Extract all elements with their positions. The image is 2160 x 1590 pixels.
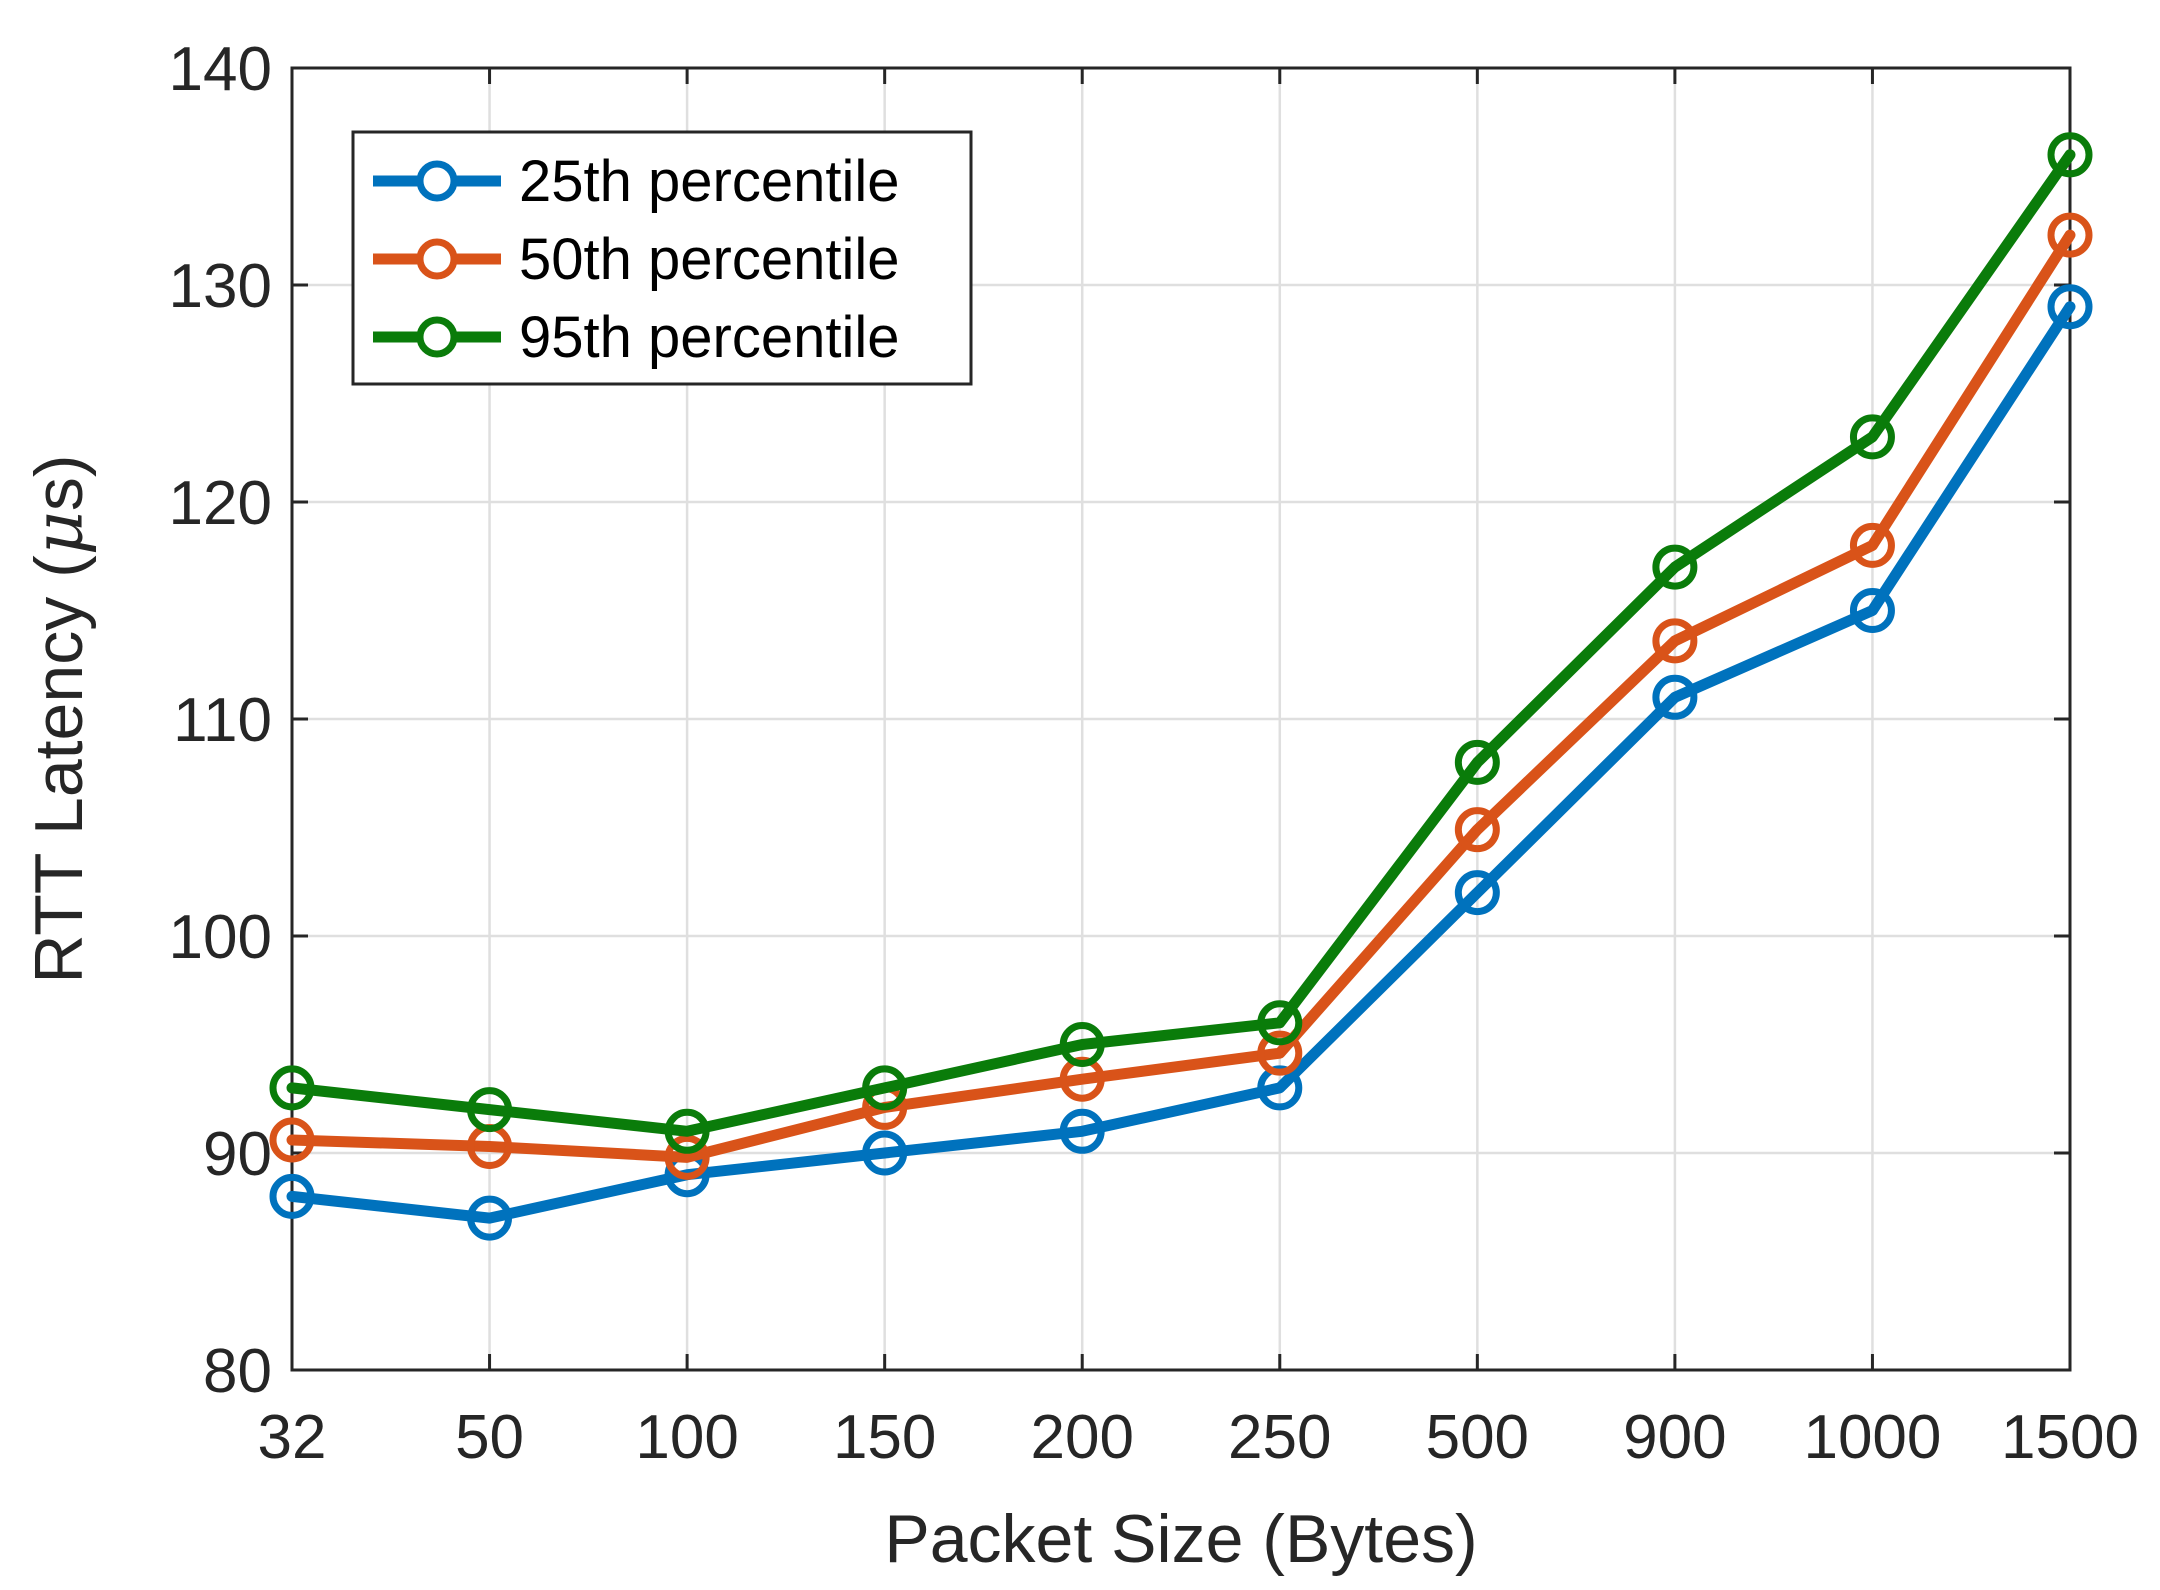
data-point xyxy=(1652,618,1698,664)
legend-label: 95th percentile xyxy=(519,305,899,370)
data-point xyxy=(862,1130,908,1176)
legend-marker xyxy=(416,316,458,358)
x-tick-label: 50 xyxy=(455,1403,524,1472)
data-point xyxy=(1454,739,1500,785)
y-axis-label: RTT Latency (μs) xyxy=(20,454,99,983)
y-axis-label-suffix: s) xyxy=(21,454,97,511)
legend-label: 25th percentile xyxy=(519,149,899,214)
data-point xyxy=(1454,870,1500,916)
data-point xyxy=(269,1173,315,1219)
y-tick-label: 110 xyxy=(173,686,272,755)
x-tick-label: 100 xyxy=(635,1403,738,1472)
data-point xyxy=(1849,522,1895,568)
data-point xyxy=(1652,544,1698,590)
data-point xyxy=(467,1195,513,1241)
series-3 xyxy=(269,132,2093,1154)
legend: 25th percentile 50th percentile 95th perce… xyxy=(351,130,973,386)
y-tick-label: 120 xyxy=(169,469,272,538)
x-tick-label: 1500 xyxy=(2001,1403,2139,1472)
data-point xyxy=(1849,588,1895,633)
x-tick-label: 1000 xyxy=(1803,1403,1941,1472)
series-line xyxy=(286,149,2076,1137)
data-point xyxy=(467,1087,513,1133)
x-tick-label: 900 xyxy=(1623,1403,1726,1472)
series-layer xyxy=(269,132,2093,1241)
data-point xyxy=(269,1065,315,1111)
data-point xyxy=(1849,414,1895,460)
legend-item: 25th percentile xyxy=(373,149,899,214)
data-point xyxy=(1059,1108,1105,1154)
series-line xyxy=(286,229,2076,1163)
data-point xyxy=(269,1117,315,1163)
data-point xyxy=(1652,674,1698,720)
y-tick-label: 80 xyxy=(203,1337,272,1406)
legend-item: 95th percentile xyxy=(373,305,899,370)
y-tick-label: 130 xyxy=(169,252,272,321)
x-tick-label: 500 xyxy=(1426,1403,1529,1472)
x-axis-label: Packet Size (Bytes) xyxy=(884,1501,1477,1577)
data-point xyxy=(1059,1022,1105,1067)
y-tick-label: 100 xyxy=(169,903,272,972)
y-tick-label: 140 xyxy=(169,35,272,104)
data-point xyxy=(2047,212,2093,258)
x-tick-label: 32 xyxy=(258,1403,327,1472)
y-axis-label-prefix: RTT Latency ( xyxy=(21,555,97,984)
legend-marker xyxy=(416,238,458,280)
series-line xyxy=(286,301,2076,1224)
legend-item: 50th percentile xyxy=(373,227,899,292)
y-axis-label-mu: μ xyxy=(20,511,99,555)
x-tick-label: 200 xyxy=(1030,1403,1133,1472)
legend-marker xyxy=(416,160,458,202)
data-point xyxy=(664,1134,710,1180)
data-point xyxy=(862,1065,908,1111)
y-tick-label: 90 xyxy=(203,1120,272,1189)
data-point xyxy=(664,1108,710,1154)
legend-label: 50th percentile xyxy=(519,227,899,292)
data-point xyxy=(2047,284,2093,330)
data-point xyxy=(1257,1000,1303,1046)
x-tick-label: 250 xyxy=(1228,1403,1331,1472)
data-point xyxy=(1454,807,1500,853)
x-tick-label: 150 xyxy=(833,1403,936,1472)
axis-ticks: 32 50 100 150 200 250 500 900 1000 1500 80 90 100 110… xyxy=(169,35,2139,1472)
data-point xyxy=(2047,132,2093,178)
data-point xyxy=(1257,1030,1303,1076)
